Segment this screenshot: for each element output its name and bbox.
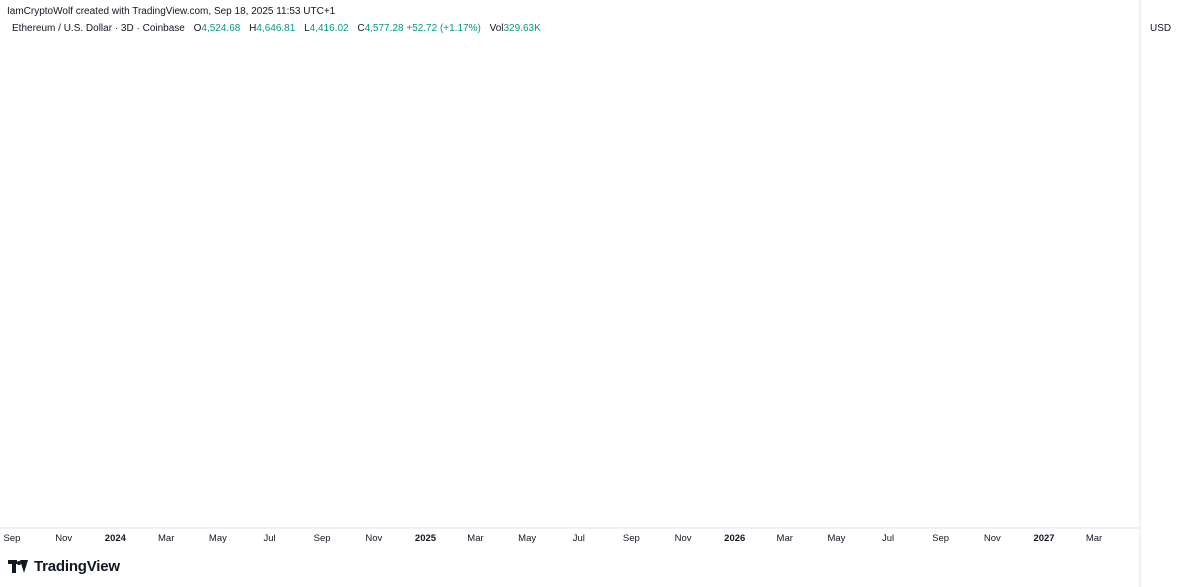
high-value: 4,646.81 [256,23,296,34]
chart-structure [0,0,1141,587]
time-tick-label-11: Jul [573,533,585,544]
time-tick-label-19: Nov [984,533,1001,544]
time-tick-label-14: 2026 [724,533,745,544]
tradingview-brand-name: TradingView [34,558,120,575]
time-tick-label-12: Sep [623,533,640,544]
time-tick-label-9: Mar [467,533,483,544]
time-tick-label-15: Mar [777,533,793,544]
time-tick-label-20: 2027 [1033,533,1054,544]
time-tick-label-7: Nov [365,533,382,544]
time-tick-label-8: 2025 [415,533,437,544]
time-tick-label-4: May [209,533,227,544]
time-tick-label-10: May [518,533,536,544]
time-axis: Sep Nov 2024 Mar May Jul Sep Nov 2025 Mar May Jul Se… [4,533,1103,544]
time-tick-label-18: Sep [932,533,949,544]
chart-credit: IamCryptoWolf created with TradingView.c… [7,6,336,17]
volume-label: Vol [489,23,504,34]
time-tick-label-17: Jul [882,533,894,544]
time-tick-label-5: Jul [264,533,276,544]
change-value: +52.72 (+1.17%) [406,23,481,34]
close-label: C [357,23,365,34]
time-tick-label-0: Sep [4,533,21,544]
open-value: 4,524.68 [201,23,241,34]
low-label: L [304,23,310,34]
time-tick-label-6: Sep [314,533,331,544]
time-tick-label-16: May [827,533,845,544]
time-tick-label-1: Nov [55,533,72,544]
symbol-legend: Ethereum / U.S. Dollar · 3D · Coinbase O… [12,23,541,34]
currency-label: USD [1150,23,1172,34]
tradingview-logo-icon [8,559,28,574]
time-tick-label-2: 2024 [105,533,127,544]
time-tick-label-21: Mar [1086,533,1102,544]
tradingview-logo: TradingView [8,558,120,575]
close-value: 4,577.28 [364,23,404,34]
low-value: 4,416.02 [309,23,349,34]
time-tick-label-13: Nov [675,533,692,544]
symbol-name: Ethereum / U.S. Dollar · 3D · Coinbase [12,23,185,34]
open-label: O [193,23,202,34]
time-tick-label-3: Mar [158,533,174,544]
volume-value: 329.63K [503,23,541,34]
high-label: H [249,23,257,34]
